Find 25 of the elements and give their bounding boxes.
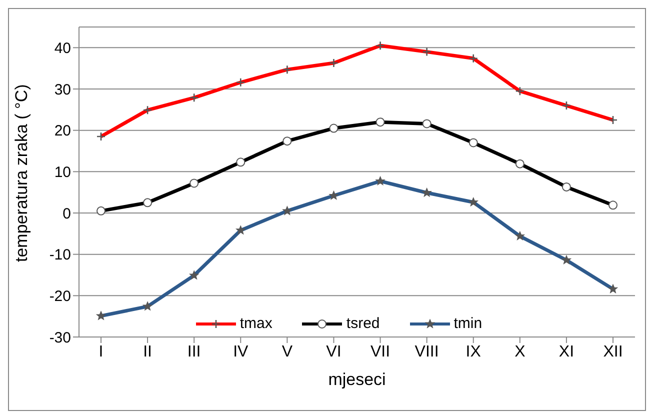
- x-tick-label: X: [514, 343, 526, 360]
- y-tick-label: -10: [49, 246, 71, 264]
- x-tick-label: VIII: [414, 343, 439, 360]
- y-tick-label: 20: [54, 122, 71, 140]
- legend-label: tsred: [345, 315, 380, 332]
- y-tick-label: 0: [62, 205, 71, 222]
- y-tick-label: 40: [54, 40, 71, 57]
- x-tick-label: XII: [603, 343, 623, 360]
- x-tick-label: I: [98, 343, 104, 360]
- y-axis-title: temperatura zraka ( °C): [12, 84, 32, 262]
- y-tick-label: -20: [49, 288, 71, 305]
- y-tick-label: -30: [49, 329, 71, 346]
- x-tick-label: VI: [326, 343, 342, 360]
- y-tick-label: 10: [54, 164, 71, 181]
- x-axis-title: mjeseci: [328, 370, 386, 389]
- x-tick-label: III: [187, 343, 201, 360]
- legend-label: tmin: [452, 315, 482, 332]
- x-tick-label: IV: [233, 343, 249, 360]
- x-tick-label: XI: [558, 343, 574, 360]
- legend-label: tmax: [238, 315, 272, 332]
- x-tick-label: IX: [466, 343, 482, 360]
- x-tick-label: V: [282, 343, 293, 360]
- x-tick-label: II: [143, 343, 152, 360]
- y-tick-label: 30: [54, 81, 71, 98]
- x-tick-label: VII: [370, 343, 390, 360]
